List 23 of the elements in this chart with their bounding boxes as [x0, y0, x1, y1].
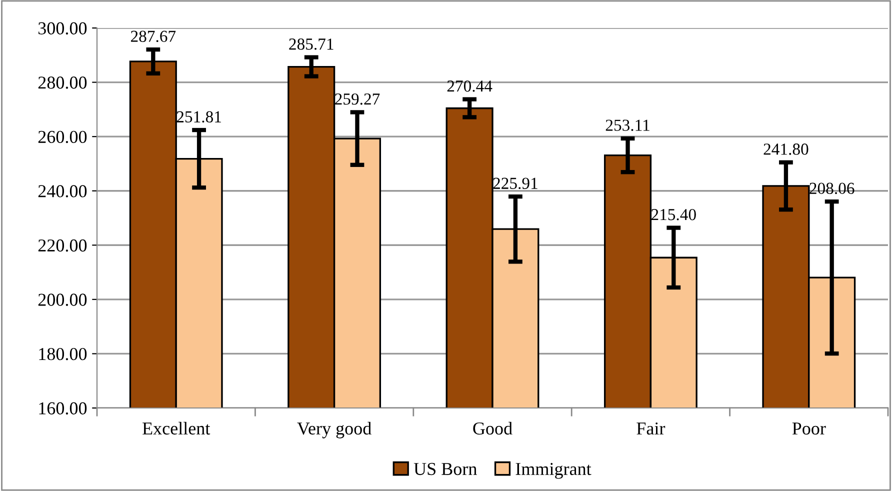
y-tick-label: 200.00	[38, 294, 87, 306]
y-tick-label: 180.00	[39, 348, 87, 360]
y-tick-label: 280.00	[38, 76, 87, 89]
text: 208.06	[810, 182, 854, 194]
text: 285.71	[289, 38, 334, 50]
text: 287.67	[130, 30, 176, 42]
y-tick-label: 160.00	[39, 402, 87, 415]
y-tick-label: 240.00	[38, 185, 87, 198]
y-tick-label: 300.00	[38, 22, 87, 35]
x-tick-label: Good	[473, 422, 512, 435]
legend-label: US Born	[414, 462, 477, 476]
text: 270.44	[447, 80, 492, 92]
x-tick-label: Fair	[636, 422, 666, 435]
y-tick-label: 220.00	[38, 239, 87, 252]
legend-label: Immigrant	[516, 462, 592, 479]
x-tick-label: Very good	[297, 422, 372, 438]
x-tick-label: Excellent	[142, 422, 210, 435]
text: 259.27	[335, 93, 380, 105]
x-tick-label: Poor	[792, 422, 826, 435]
text: 215.40	[651, 208, 696, 220]
y-tick-label: 260.00	[38, 130, 87, 144]
text: 253.11	[606, 120, 650, 131]
text: 241.80	[764, 144, 808, 155]
